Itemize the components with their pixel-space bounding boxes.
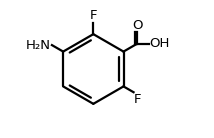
Text: F: F bbox=[134, 93, 142, 106]
Text: H₂N: H₂N bbox=[26, 39, 51, 52]
Text: OH: OH bbox=[149, 37, 170, 50]
Text: F: F bbox=[90, 9, 97, 22]
Text: O: O bbox=[132, 19, 142, 32]
